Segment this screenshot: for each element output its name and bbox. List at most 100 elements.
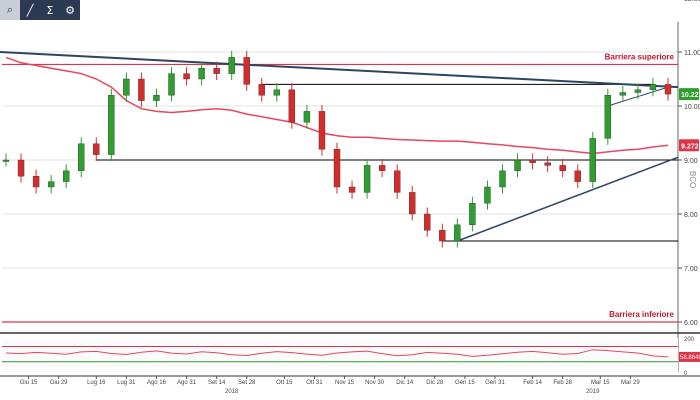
candle-body: [78, 143, 85, 172]
x-tick-label: Nov 30: [365, 380, 385, 386]
candle-body: [424, 213, 431, 231]
candle-body: [439, 229, 446, 242]
candle-body: [544, 162, 551, 166]
candle-body: [649, 84, 657, 91]
candle-body: [529, 159, 536, 163]
indicators-icon: Σ: [46, 3, 54, 17]
candle-body: [93, 143, 100, 155]
candle-body: [228, 57, 235, 74]
candle-body: [514, 159, 521, 172]
candle-body: [378, 165, 386, 171]
x-tick-label: Ott 15: [276, 380, 293, 386]
barrier-label: Barriera superiore: [605, 52, 675, 61]
candle-body: [559, 165, 566, 171]
price-badge-label: 9.272: [681, 143, 699, 150]
x-tick-label: Dic 14: [396, 380, 414, 386]
side-label: BCO: [688, 171, 697, 188]
settings-button[interactable]: ⚙: [60, 0, 80, 20]
candle-body: [574, 170, 581, 182]
candle-body: [243, 57, 250, 85]
year-label: 2018: [225, 389, 239, 395]
y-tick-label: 6.00: [684, 320, 698, 327]
x-tick-label: Gen 15: [455, 380, 475, 386]
candle-body: [303, 111, 311, 123]
candle-body: [348, 186, 356, 193]
candle-body: [318, 111, 326, 150]
indicators-button[interactable]: Σ: [40, 0, 60, 20]
trend-line: [457, 156, 679, 242]
candle-body: [393, 170, 401, 193]
candle-body: [32, 175, 40, 188]
candle-body: [62, 170, 70, 182]
candle-body: [47, 181, 55, 188]
candle-body: [634, 89, 642, 93]
x-tick-label: Dic 28: [426, 380, 444, 386]
price-badge: [679, 139, 699, 152]
candle-body: [138, 78, 145, 101]
candle-body: [288, 89, 296, 123]
x-tick-label: Giu 15: [20, 380, 38, 386]
x-tick-label: Feb 28: [553, 380, 572, 386]
x-tick-label: Ago 16: [147, 380, 167, 386]
moving-average-line: [5, 56, 669, 155]
oscillator-tick-label: 200: [684, 337, 695, 343]
candle-body: [499, 170, 506, 188]
candle-body: [333, 148, 341, 188]
candle-body: [123, 78, 130, 96]
candle-body: [664, 84, 672, 95]
x-tick-label: Ago 31: [177, 380, 197, 386]
draw-button[interactable]: ╱: [20, 0, 40, 20]
draw-icon: ╱: [26, 3, 34, 17]
x-tick-label: Set 14: [208, 380, 226, 386]
y-tick-label: 12.00: [684, 0, 700, 3]
x-tick-label: Mar 15: [591, 380, 610, 386]
candle-body: [619, 92, 627, 96]
year-label: 2019: [586, 389, 600, 395]
candle-body: [183, 73, 190, 80]
x-tick-label: Set 28: [238, 380, 256, 386]
x-tick-label: Nov 15: [335, 380, 355, 386]
chart-toolbar: ⌕ ╱ Σ ⚙: [0, 0, 80, 20]
candle-body: [604, 94, 612, 139]
candle-body: [17, 159, 25, 177]
candle-body: [258, 84, 265, 96]
candle-body: [454, 224, 461, 242]
zoom-button[interactable]: ⌕: [0, 0, 20, 20]
y-tick-label: 7.00: [684, 266, 698, 273]
y-tick-label: 10.00: [684, 104, 700, 111]
settings-icon: ⚙: [65, 3, 75, 17]
price-badge: [679, 88, 699, 101]
candle-body: [484, 186, 491, 204]
zoom-icon: ⌕: [6, 3, 14, 16]
candle-body: [168, 73, 175, 96]
x-tick-label: Lug 31: [117, 380, 136, 386]
candle-body: [108, 94, 115, 155]
x-tick-label: Gen 31: [485, 380, 505, 386]
oscillator-panel: [2, 338, 678, 372]
candle-body: [213, 67, 220, 74]
barrier-label: Barriera inferiore: [609, 310, 674, 319]
x-tick-label: Lug 16: [87, 380, 106, 386]
candle-body: [363, 165, 371, 193]
candle-body: [273, 89, 281, 96]
x-tick-label: Feb 14: [523, 380, 542, 386]
trend-line: [0, 51, 679, 89]
oscillator-line: [5, 349, 669, 358]
price-badge-label: 10.22: [681, 92, 699, 99]
candle-body: [409, 192, 416, 215]
x-tick-label: Ott 31: [306, 380, 323, 386]
candle-body: [153, 94, 160, 101]
y-tick-label: 9.00: [684, 158, 698, 165]
candle-body: [469, 202, 476, 225]
oscillator-badge-label: 58.8648: [680, 355, 700, 361]
candle-body: [589, 138, 596, 182]
candle-body: [2, 159, 10, 162]
x-tick-label: Mar 29: [621, 380, 640, 386]
y-tick-label: 11.00: [684, 50, 700, 57]
candle-body: [198, 67, 205, 80]
y-tick-label: 8.00: [684, 212, 698, 219]
oscillator-badge: [679, 351, 700, 362]
oscillator-tick-label: 0: [684, 371, 688, 377]
